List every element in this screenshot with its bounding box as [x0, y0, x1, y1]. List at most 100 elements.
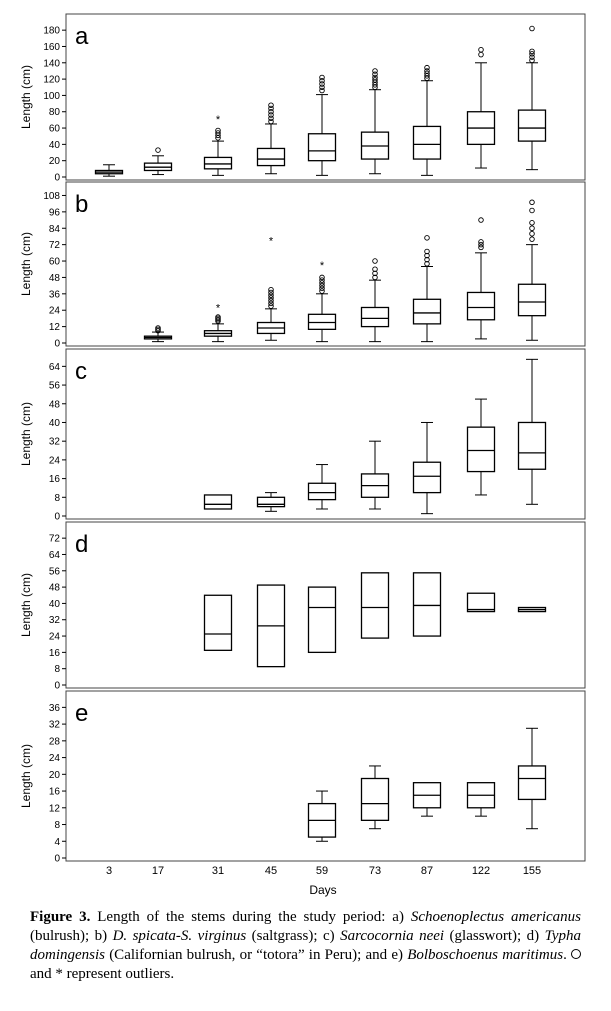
outlier-point — [155, 325, 161, 331]
interquartile-box — [466, 426, 496, 473]
box-day-155 — [517, 199, 547, 341]
panel-c: 0 8 16 24 32 40 48 56 64 Length (cm) c — [19, 348, 586, 523]
outlier-point — [372, 266, 378, 272]
outlier-point — [478, 239, 484, 245]
x-tick-label: 59 — [316, 865, 328, 877]
y-tick-label: 84 — [49, 224, 61, 235]
outlier-point — [319, 274, 325, 281]
interquartile-box — [412, 125, 442, 160]
box-day-59: * — [307, 260, 337, 343]
interquartile-box — [412, 298, 442, 325]
y-tick-label: 28 — [49, 736, 61, 747]
x-tick-label: 73 — [369, 865, 381, 877]
y-tick-label: 32 — [49, 720, 61, 731]
box-day-155 — [517, 358, 547, 505]
interquartile-box — [203, 494, 233, 510]
x-tick-label: 122 — [472, 865, 490, 877]
panel-d: 0 8 16 24 32 40 48 56 64 72 Length (cm) d — [19, 521, 586, 692]
y-tick-label: 24 — [49, 632, 61, 643]
caption-species-c: Sarcocornia neei — [340, 928, 445, 944]
outlier-point — [268, 292, 274, 298]
y-tick-label: 72 — [49, 240, 61, 251]
interquartile-box — [307, 482, 337, 501]
outlier-point — [478, 241, 484, 248]
caption-text: Length of the stems during the study per… — [90, 909, 411, 925]
box-day-45 — [256, 102, 286, 175]
outlier-point — [529, 51, 535, 57]
outlier-point — [268, 303, 274, 309]
x-tick-label: 3 — [106, 865, 112, 877]
outlier-point — [319, 81, 325, 87]
interquartile-box — [412, 461, 442, 494]
caption-text: and * represent outliers. — [30, 966, 175, 982]
y-tick-label: 20 — [49, 770, 61, 781]
y-tick-label: 8 — [54, 664, 60, 675]
panel-letter: d — [75, 531, 88, 558]
y-tick-label: 0 — [54, 173, 60, 184]
outlier-point — [424, 256, 430, 263]
box-day-87 — [412, 572, 442, 637]
y-tick-label: 4 — [54, 837, 60, 848]
y-tick-label: 48 — [49, 273, 61, 284]
outlier-point — [478, 46, 484, 53]
box-day-155 — [517, 727, 547, 830]
outlier-point — [424, 235, 430, 241]
interquartile-box — [517, 283, 547, 317]
box-day-3 — [94, 164, 124, 177]
interquartile-box — [307, 133, 337, 162]
panel-b: 0 12 24 36 48 60 72 84 96 108 Length (cm) b * * * — [19, 181, 586, 350]
box-day-59 — [307, 74, 337, 176]
interquartile-box — [466, 291, 496, 321]
outlier-point — [215, 314, 221, 320]
y-tick-label: 16 — [49, 648, 61, 659]
interquartile-box — [256, 496, 286, 508]
y-tick-label: 48 — [49, 583, 61, 594]
outlier-point — [372, 74, 378, 81]
interquartile-box — [307, 586, 337, 654]
panel-e: 0 4 8 12 16 20 24 28 32 36 Length (cm) e — [19, 690, 586, 865]
outlier-point — [319, 84, 325, 91]
caption-species-d: Typha domingensis — [30, 928, 581, 963]
y-tick-label: 20 — [49, 156, 61, 167]
outlier-point — [372, 68, 378, 74]
box-day-122 — [466, 46, 496, 169]
y-tick-label: 64 — [49, 550, 61, 561]
outlier-circle-icon — [571, 949, 582, 959]
outlier-point — [424, 64, 430, 71]
interquartile-box — [307, 313, 337, 330]
y-tick-label: 24 — [49, 455, 61, 466]
y-tick-label: 96 — [49, 207, 61, 218]
interquartile-box — [517, 765, 547, 801]
y-tick-label: 40 — [49, 599, 61, 610]
y-tick-label: 60 — [49, 124, 61, 135]
box-day-31: * — [203, 114, 233, 176]
y-tick-label: 12 — [49, 803, 61, 814]
box-day-87 — [412, 64, 442, 176]
outlier-point — [529, 54, 535, 60]
y-tick-label: 40 — [49, 140, 61, 151]
interquartile-box — [203, 156, 233, 170]
panel-letter: e — [75, 700, 88, 727]
box-day-45: * — [256, 236, 286, 341]
y-tick-label: 0 — [54, 854, 60, 865]
outlier-point — [424, 70, 430, 77]
interquartile-box — [360, 572, 390, 639]
outlier-point — [268, 286, 274, 293]
y-tick-label: 140 — [43, 58, 60, 69]
y-tick-label: 0 — [54, 681, 60, 692]
box-day-73 — [360, 765, 390, 830]
caption-text: . — [563, 947, 572, 963]
y-axis-label: Length (cm) — [19, 232, 33, 296]
y-tick-label: 32 — [49, 437, 61, 448]
outlier-point — [529, 225, 535, 231]
outlier-point — [424, 248, 430, 255]
caption-species-a: Schoenoplectus americanus — [410, 909, 582, 925]
box-day-122 — [466, 217, 496, 340]
outlier-point — [529, 57, 535, 64]
extreme-outlier-star: * — [216, 302, 221, 314]
outlier-point — [529, 220, 535, 226]
outlier-point — [268, 108, 274, 115]
y-tick-label: 36 — [49, 703, 61, 714]
outlier-point — [319, 285, 325, 292]
box-day-31 — [203, 594, 233, 651]
